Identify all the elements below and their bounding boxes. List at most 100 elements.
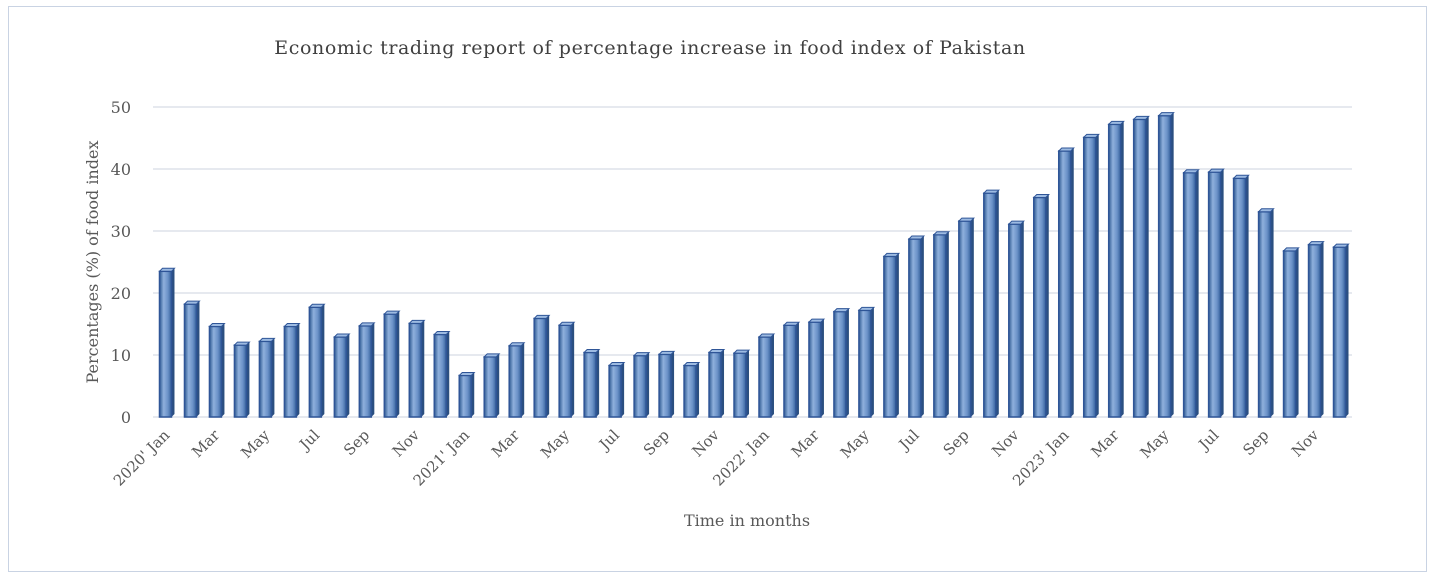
bar-front [1307, 243, 1322, 418]
bar-top [857, 306, 876, 311]
bar-side [521, 342, 525, 417]
bar [1032, 194, 1050, 418]
y-tick-label: 50 [111, 98, 131, 117]
x-tick-label: Jul [894, 426, 923, 455]
x-tick-label: Nov [988, 426, 1023, 461]
bar-top [682, 362, 701, 367]
bar [1232, 174, 1250, 418]
bar-front [408, 322, 423, 418]
y-tick-label: 0 [121, 408, 131, 427]
bar [782, 321, 801, 418]
x-tick-label: Jul [295, 426, 324, 455]
bar-top [832, 308, 851, 313]
bar-front [733, 352, 747, 418]
bar-top [1282, 247, 1300, 252]
bar [383, 310, 401, 418]
bar [258, 337, 276, 418]
x-tick-label: Sep [640, 426, 673, 459]
bar [1107, 120, 1125, 418]
bar-top [1057, 147, 1075, 152]
bar-top [1232, 174, 1250, 179]
bar-top [1182, 169, 1200, 174]
bar-top [483, 353, 501, 358]
bar-front [883, 255, 897, 418]
bar [757, 333, 776, 418]
bar-front [1107, 123, 1122, 418]
bar-front [433, 333, 448, 418]
bar [183, 300, 201, 418]
x-tick-label: Mar [1088, 426, 1124, 462]
bar-top [158, 267, 176, 272]
bar-front [1232, 177, 1247, 418]
bar-top [383, 310, 401, 315]
y-axis-label: Percentages (%) of food index [83, 141, 102, 384]
bar [333, 333, 351, 418]
bar-top [1132, 115, 1150, 120]
y-tick-label: 40 [111, 160, 131, 179]
bar-top [807, 318, 826, 323]
bar-top [1032, 194, 1050, 199]
x-tick-label: Jul [594, 426, 623, 455]
bar [832, 308, 851, 418]
bar-top [957, 217, 976, 222]
bar [1307, 241, 1325, 418]
bar-top [907, 235, 926, 240]
bar [682, 362, 701, 418]
bar-top [233, 341, 251, 346]
bar [857, 306, 876, 418]
bar-top [258, 337, 276, 342]
bar [233, 341, 251, 418]
bar-front [633, 354, 647, 418]
x-tick-label: Sep [340, 426, 373, 459]
bar [882, 252, 901, 418]
x-tick-label: May [237, 426, 273, 462]
bar-front [958, 220, 972, 418]
bar-front [683, 364, 697, 418]
bar [1132, 115, 1150, 418]
bar-top [308, 303, 326, 308]
bar [607, 362, 626, 418]
bars [158, 112, 1350, 418]
bar-top [1207, 168, 1225, 173]
bar-front [358, 325, 373, 418]
bar-front [608, 364, 622, 418]
bar [1282, 247, 1300, 418]
bar-front [533, 317, 547, 418]
bar-front [508, 344, 522, 418]
bar-front [1008, 223, 1022, 418]
bar-front [183, 303, 198, 418]
bar-top [757, 333, 776, 338]
bar [283, 322, 301, 418]
x-tick-label: May [837, 426, 873, 462]
bar-front [983, 192, 997, 418]
bar-front [1157, 114, 1172, 418]
bar-front [308, 306, 323, 418]
bar-top [507, 342, 526, 347]
bar-front [383, 313, 398, 418]
gridlines [153, 106, 1352, 418]
bar-top [1007, 220, 1025, 225]
x-tick-label: Jul [1194, 426, 1223, 455]
bar-front [158, 270, 173, 418]
bar-front [458, 374, 472, 418]
bar-top [532, 314, 551, 319]
bar [557, 321, 576, 418]
bar-top [782, 321, 801, 326]
bar-front [283, 325, 298, 418]
bar-front [1207, 171, 1222, 418]
bar [807, 318, 826, 418]
bar-front [858, 309, 872, 418]
bar [507, 342, 526, 418]
x-tick-label: Nov [389, 426, 424, 461]
bar-top [932, 231, 951, 236]
bar [208, 322, 226, 418]
bar-front [1332, 246, 1347, 418]
bar-top [1107, 120, 1125, 125]
bar-front [233, 344, 248, 418]
bar [158, 267, 176, 418]
bar [1182, 169, 1200, 418]
bar-front [583, 351, 597, 418]
bar [932, 231, 951, 418]
bar [483, 353, 501, 418]
